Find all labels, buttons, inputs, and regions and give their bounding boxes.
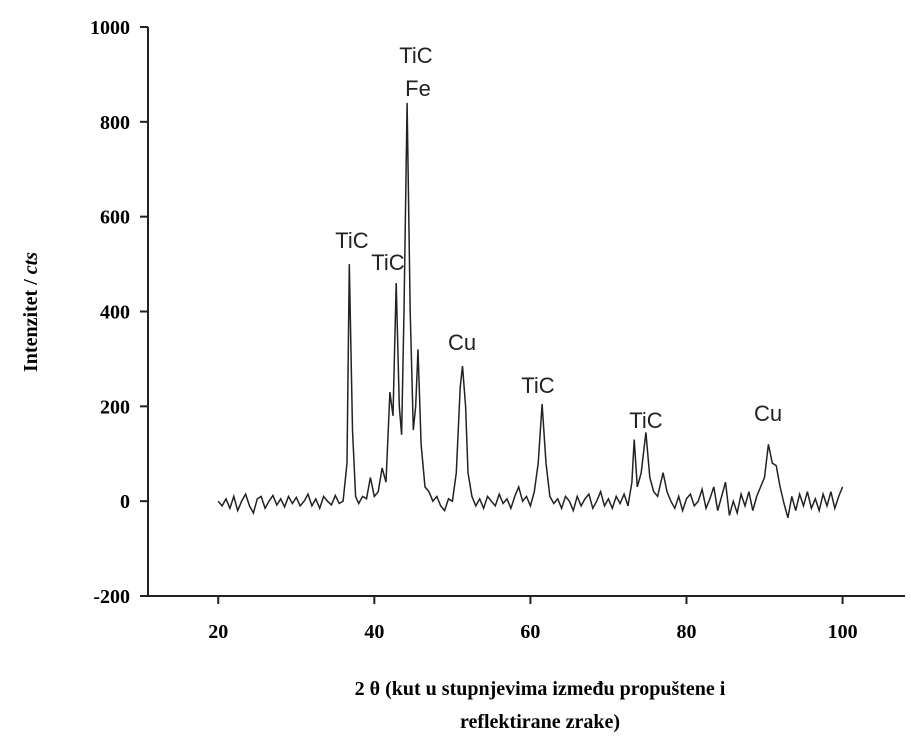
y-tick-label: 0 xyxy=(120,491,130,513)
y-tick-label: 600 xyxy=(100,207,130,229)
x-tick-label: 60 xyxy=(520,621,540,643)
y-axis-title-unit: cts xyxy=(20,252,42,274)
x-tick-label: 20 xyxy=(208,621,228,643)
y-axis-title: Intenzitet / cts xyxy=(20,252,42,372)
y-axis-title-text: Intenzitet / xyxy=(20,274,42,372)
peak-label: TiC xyxy=(399,43,433,68)
x-tick-label: 100 xyxy=(828,621,858,643)
y-tick-label: 200 xyxy=(100,396,130,418)
peak-label: TiC xyxy=(371,250,405,275)
y-tick-label: 1000 xyxy=(90,17,130,39)
x-axis-title: reflektirane zrake) xyxy=(460,711,620,733)
y-tick-label: 800 xyxy=(100,112,130,134)
y-tick-label: 400 xyxy=(100,302,130,324)
peak-label: TiC xyxy=(335,228,369,253)
peak-label: Cu xyxy=(448,330,476,355)
x-tick-label: 80 xyxy=(676,621,696,643)
xrd-line xyxy=(217,102,844,518)
y-tick-label: -200 xyxy=(93,586,130,608)
peak-label: Cu xyxy=(754,401,782,426)
x-axis-title: 2 θ (kut u stupnjevima između propuštene… xyxy=(355,678,726,700)
peak-label: TiC xyxy=(629,408,663,433)
x-tick-label: 40 xyxy=(364,621,384,643)
peak-label: Fe xyxy=(405,76,431,101)
peak-label: TiC xyxy=(521,373,555,398)
